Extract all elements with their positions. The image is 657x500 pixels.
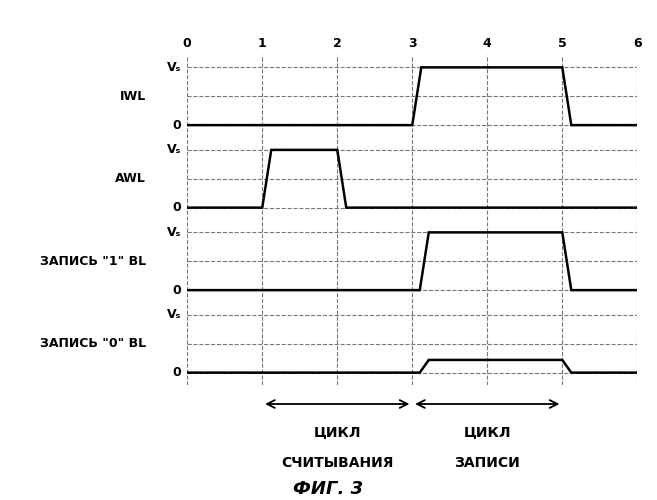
Text: СЧИТЫВАНИЯ: СЧИТЫВАНИЯ [281, 456, 394, 470]
Text: 5: 5 [558, 37, 566, 50]
Text: ЗАПИСЬ "0" BL: ЗАПИСЬ "0" BL [40, 337, 146, 350]
Text: 2: 2 [333, 37, 342, 50]
Text: ЗАПИСИ: ЗАПИСИ [455, 456, 520, 470]
Text: 0: 0 [173, 366, 181, 379]
Text: ЗАПИСЬ "1" BL: ЗАПИСЬ "1" BL [40, 255, 146, 268]
Text: AWL: AWL [115, 172, 146, 185]
Text: Vₛ: Vₛ [167, 61, 181, 74]
Text: 0: 0 [183, 37, 192, 50]
Text: Vₛ: Vₛ [167, 308, 181, 322]
Text: 4: 4 [483, 37, 491, 50]
Text: ЦИКЛ: ЦИКЛ [464, 426, 511, 440]
Text: 3: 3 [408, 37, 417, 50]
Text: ФИГ. 3: ФИГ. 3 [294, 480, 363, 498]
Text: 6: 6 [633, 37, 642, 50]
Text: ЦИКЛ: ЦИКЛ [313, 426, 361, 440]
Text: 0: 0 [173, 201, 181, 214]
Text: IWL: IWL [120, 90, 146, 103]
Text: 0: 0 [173, 118, 181, 132]
Text: 0: 0 [173, 284, 181, 296]
Text: 1: 1 [258, 37, 267, 50]
Text: Vₛ: Vₛ [167, 226, 181, 239]
Text: Vₛ: Vₛ [167, 144, 181, 156]
